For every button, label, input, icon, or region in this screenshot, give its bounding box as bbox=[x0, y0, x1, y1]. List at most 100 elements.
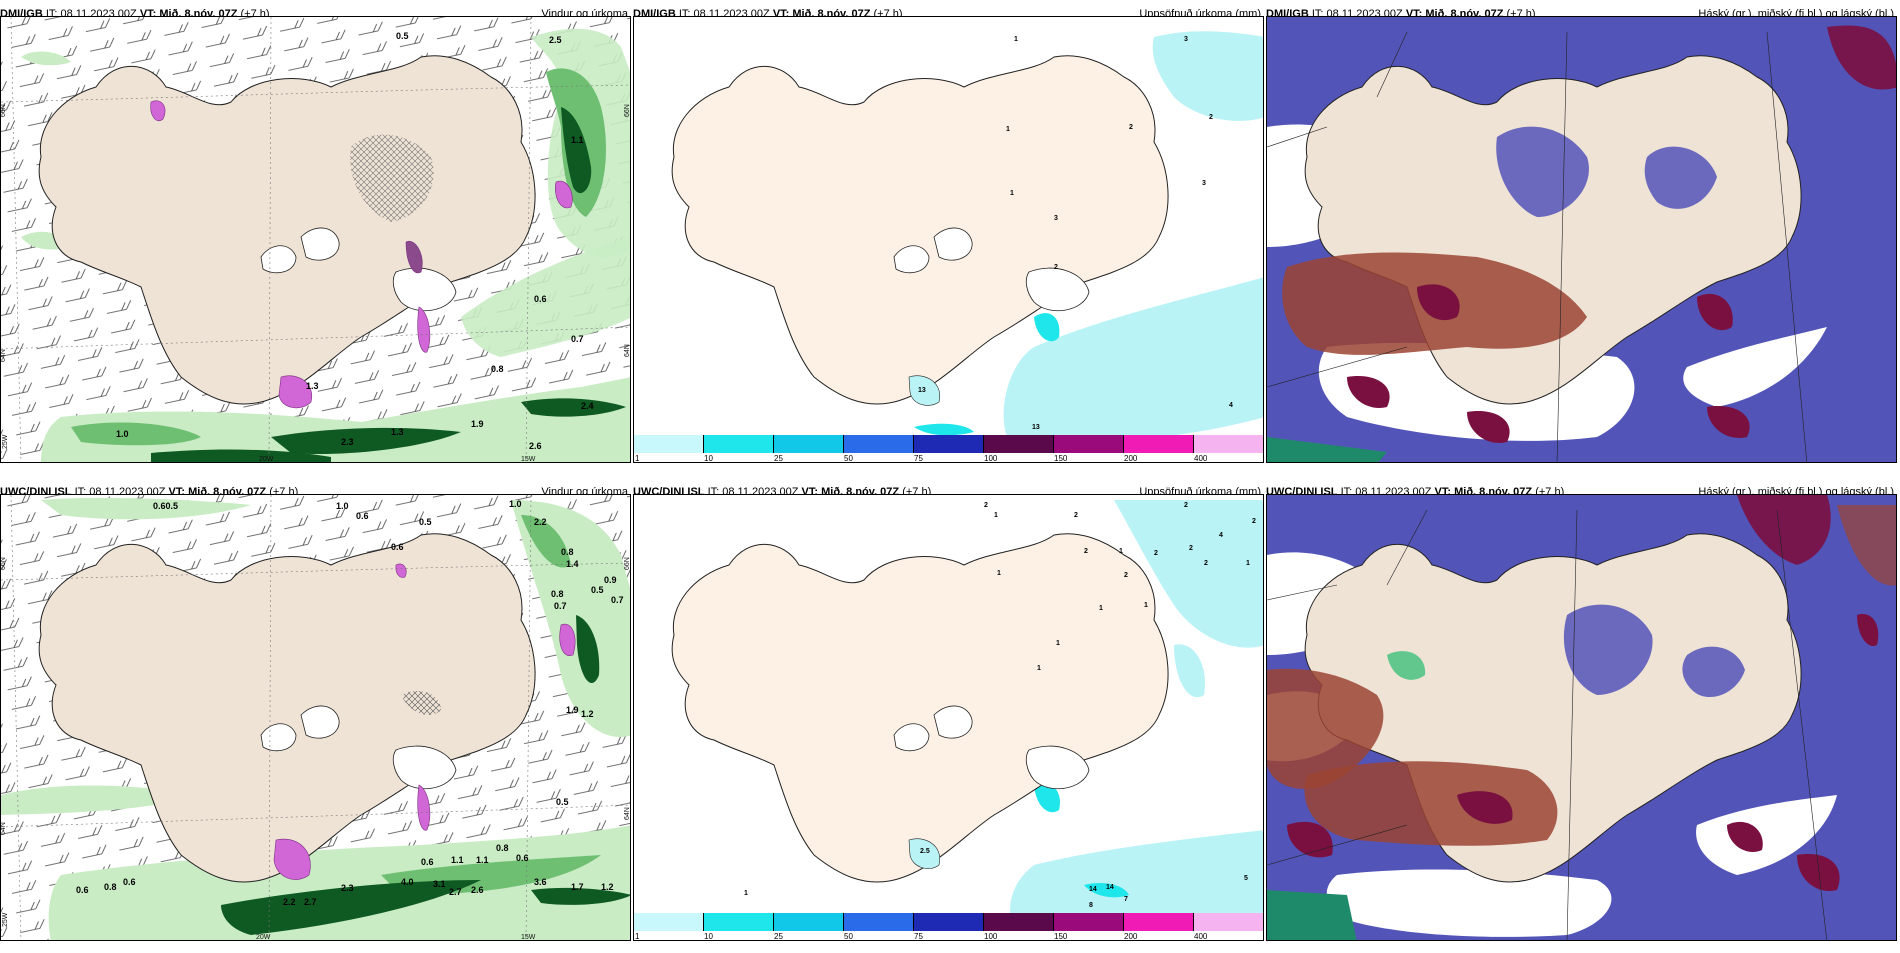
lon-25-label: 25W bbox=[2, 434, 9, 449]
precip-label: 1 bbox=[1010, 190, 1014, 197]
precip-map[interactable]: 2 1 2 2 2 4 2 2 1 2 2 1 1 2 1 1 1 1 5 1 bbox=[633, 494, 1264, 941]
precip-label: 3 bbox=[1054, 215, 1058, 222]
colorbar-tick: 50 bbox=[844, 454, 853, 463]
panel-uwc-precip: UWC/DINI ISL IT: 08.11.2023 00Z VT: Mið.… bbox=[633, 478, 1265, 953]
precip-label: 13 bbox=[1032, 424, 1040, 431]
lat-64-right-label: 64N bbox=[624, 344, 631, 357]
wind-label: 3.1 bbox=[433, 879, 446, 889]
cloud-map[interactable] bbox=[1266, 16, 1897, 463]
precip-label: 2 bbox=[1129, 124, 1133, 131]
colorbar-swatch bbox=[914, 913, 984, 931]
wind-label: 0.8 bbox=[561, 547, 574, 557]
precip-label: 5 bbox=[1244, 875, 1248, 882]
lat-64-label: 64N bbox=[1, 349, 7, 362]
wind-map[interactable]: 66N 64N 66N 64N 25W 20W 15W 0.60.5 1.0 0… bbox=[0, 494, 631, 941]
colorbar-swatch bbox=[1194, 913, 1263, 931]
colorbar-tick: 100 bbox=[984, 454, 998, 463]
colorbar-tick: 100 bbox=[984, 932, 998, 941]
precip-colorbar: 1 10 25 50 75 100 150 200 400 bbox=[634, 435, 1263, 463]
precip-label: 1 bbox=[1099, 605, 1103, 612]
magenta-precip-cells bbox=[150, 100, 573, 409]
lon-15-label: 15W bbox=[521, 934, 536, 941]
wind-label: 2.7 bbox=[304, 897, 317, 907]
colorbar-swatch bbox=[1194, 435, 1263, 453]
wind-label: 1.9 bbox=[566, 705, 579, 715]
wind-label: 0.5 bbox=[419, 517, 432, 527]
precip-label: 14 bbox=[1089, 886, 1097, 893]
lat-66-label: 66N bbox=[1, 104, 7, 117]
wind-label: 0.7 bbox=[611, 595, 624, 605]
wind-label: 1.0 bbox=[509, 499, 522, 509]
colorbar-swatch bbox=[1054, 913, 1124, 931]
precip-value-labels: 1 3 2 2 1 1 3 3 2 13 4 13 bbox=[918, 36, 1233, 431]
precip-label: 2 bbox=[1124, 572, 1128, 579]
iceland-land bbox=[671, 55, 1169, 406]
precip-label: 2 bbox=[1084, 548, 1088, 555]
wind-label: 2.6 bbox=[471, 885, 484, 895]
colorbar-tick: 200 bbox=[1124, 454, 1138, 463]
lat-66-right-label: 66N bbox=[624, 557, 631, 570]
panel-uwc-clouds: UWC/DINI ISL IT: 08.11.2023 00Z VT: Mið.… bbox=[1266, 478, 1898, 953]
lon-20-label: 20W bbox=[256, 934, 271, 941]
wind-label: 1.0 bbox=[336, 501, 349, 511]
wind-label: 1.3 bbox=[306, 381, 319, 391]
colorbar-tick: 75 bbox=[914, 932, 923, 941]
cloud-red-areas bbox=[1282, 25, 1896, 443]
wind-label: 1.4 bbox=[566, 559, 579, 569]
wind-label: 2.7 bbox=[449, 887, 462, 897]
wind-label: 1.2 bbox=[601, 882, 614, 892]
colorbar-tick: 10 bbox=[704, 454, 713, 463]
precip-label: 2.5 bbox=[920, 848, 930, 855]
iceland-land bbox=[38, 55, 536, 405]
wind-label: 0.6 bbox=[421, 857, 434, 867]
iceland-land bbox=[671, 533, 1169, 883]
colorbar-tick: 50 bbox=[844, 932, 853, 941]
precip-label: 2 bbox=[1074, 512, 1078, 519]
precip-green-areas bbox=[1, 497, 630, 940]
precip-label: 1 bbox=[744, 890, 748, 897]
precip-label: 13 bbox=[918, 387, 926, 394]
lat-66-label: 66N bbox=[1, 557, 7, 570]
wind-label: 1.9 bbox=[471, 419, 484, 429]
wind-label: 1.0 bbox=[116, 429, 129, 439]
wind-label: 0.5 bbox=[396, 31, 409, 41]
magenta-precip-cells bbox=[273, 563, 576, 880]
wind-label: 0.5 bbox=[591, 585, 604, 595]
wind-label: 1.1 bbox=[476, 855, 489, 865]
graticule bbox=[1, 495, 630, 940]
wind-label: 0.8 bbox=[551, 589, 564, 599]
precip-label: 14 bbox=[1106, 884, 1114, 891]
wind-map[interactable]: 66N 64N 66N 64N 25W 20W 15W 0.5 2.5 1.1 … bbox=[0, 16, 631, 463]
wind-label: 0.7 bbox=[554, 601, 567, 611]
precip-map[interactable]: 1 3 2 2 1 1 3 3 2 13 4 13 bbox=[633, 16, 1264, 463]
colorbar-swatch bbox=[984, 435, 1054, 453]
panel-dmi-precip: DMI/IGB IT: 08.11.2023 00Z VT: Mið. 8.nó… bbox=[633, 0, 1265, 475]
colorbar-swatch bbox=[1054, 435, 1124, 453]
colorbar-swatch bbox=[704, 913, 774, 931]
wind-value-labels: 0.60.5 1.0 0.6 0.5 0.6 1.0 2.2 0.8 1.4 0… bbox=[76, 499, 624, 907]
wind-label: 2.2 bbox=[283, 897, 296, 907]
colorbar-tick: 25 bbox=[774, 454, 783, 463]
wind-label: 1.3 bbox=[391, 427, 404, 437]
wind-label: 2.6 bbox=[529, 441, 542, 451]
wind-label: 3.6 bbox=[534, 877, 547, 887]
colorbar-swatch bbox=[1124, 913, 1194, 931]
wind-label: 0.60.5 bbox=[153, 501, 178, 511]
lat-64-right-label: 64N bbox=[624, 807, 631, 820]
cloud-map[interactable] bbox=[1266, 494, 1897, 941]
precip-label: 2 bbox=[1209, 114, 1213, 121]
colorbar-swatch bbox=[704, 435, 774, 453]
colorbar-swatch bbox=[774, 435, 844, 453]
precip-label: 7 bbox=[1124, 896, 1128, 903]
panel-dmi-wind: DMI/IGB IT: 08.11.2023 00Z VT: Mið. 8.nó… bbox=[0, 0, 632, 475]
precip-label: 2 bbox=[1204, 560, 1208, 567]
wind-label: 2.5 bbox=[549, 35, 562, 45]
wind-label: 2.3 bbox=[341, 883, 354, 893]
precip-cyan-areas bbox=[1010, 500, 1263, 930]
precip-label: 1 bbox=[1119, 548, 1123, 555]
precip-value-labels: 2 1 2 2 2 4 2 2 1 2 2 1 1 2 1 1 1 1 5 1 bbox=[744, 502, 1256, 909]
wind-label: 0.8 bbox=[491, 364, 504, 374]
precip-label: 2 bbox=[1252, 518, 1256, 525]
wind-label: 4.0 bbox=[401, 877, 414, 887]
precip-label: 4 bbox=[1219, 532, 1223, 539]
